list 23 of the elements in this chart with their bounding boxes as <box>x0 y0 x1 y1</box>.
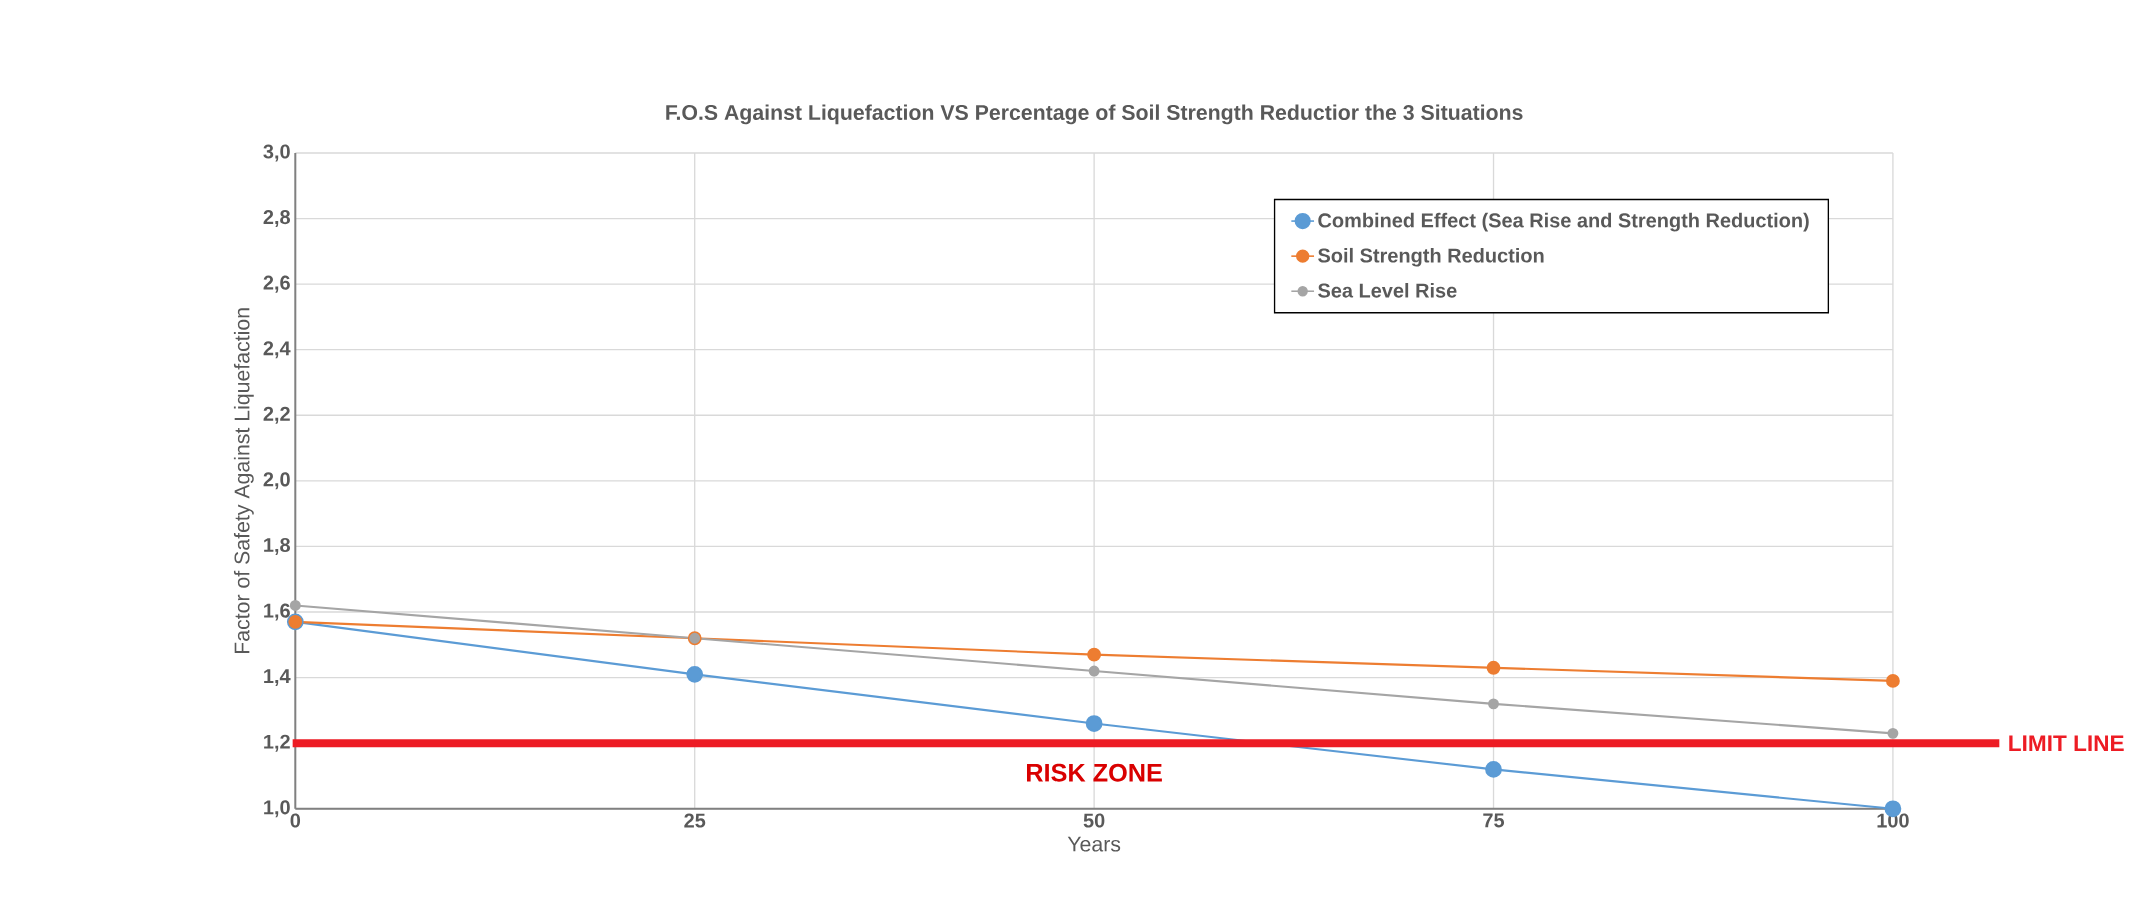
y-tick-label: 1,8 <box>264 538 290 556</box>
y-tick-label: 2,4 <box>263 341 291 359</box>
y-tick-label: 1,4 <box>264 669 291 687</box>
ref-line-label: LIMIT LINE <box>2009 735 2124 752</box>
legend-label: Combined Effect (Sea Rise and Strength Reduction) <box>1318 212 1809 232</box>
y-axis-title: Factor of Safety Against Liquefaction <box>233 308 254 654</box>
y-tick-label: 1,2 <box>264 734 290 752</box>
y-tick-label: 1,0 <box>264 800 290 818</box>
x-axis-title: Years <box>1067 836 1121 852</box>
x-tick-label: 0 <box>290 813 301 828</box>
legend-label: Sea Level Rise <box>1318 283 1457 298</box>
y-tick-label: 3,0 <box>263 144 290 162</box>
x-tick-label: 75 <box>1483 813 1505 828</box>
x-tick-label: 50 <box>1083 813 1105 828</box>
annotation: RISK ZONE <box>1027 763 1162 782</box>
y-tick-label: 2,2 <box>263 406 290 424</box>
y-tick-label: 2,8 <box>263 210 290 228</box>
y-tick-label: 2,6 <box>263 275 290 293</box>
x-tick-label: 25 <box>684 813 706 828</box>
y-tick-label: 2,0 <box>263 472 290 490</box>
y-tick-label: 1,6 <box>264 603 290 621</box>
legend-label: Soil Strength Reduction <box>1318 248 1544 267</box>
chart-title: F.O.S Against Liquefaction VS Percentage of Soil Strength Reductior the 3 Situations <box>666 104 1523 125</box>
